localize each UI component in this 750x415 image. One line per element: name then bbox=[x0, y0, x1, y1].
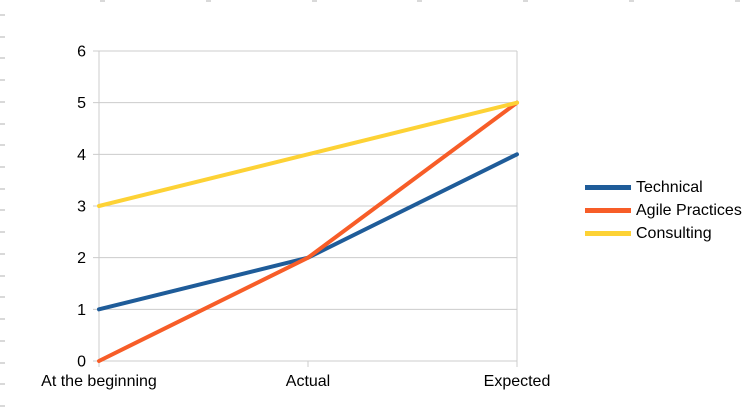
sheet-row-tick bbox=[0, 318, 5, 320]
sheet-row-tick bbox=[0, 36, 5, 38]
x-axis-label: Expected bbox=[484, 373, 551, 390]
sheet-column-tick bbox=[100, 0, 105, 2]
sheet-row-tick bbox=[0, 275, 5, 277]
sheet-row-tick bbox=[0, 188, 5, 190]
sheet-row-tick bbox=[0, 383, 5, 385]
y-axis-label: 3 bbox=[77, 199, 86, 216]
legend-item-agile-practices: Agile Practices bbox=[585, 199, 742, 222]
sheet-column-tick bbox=[735, 0, 740, 2]
legend-label: Technical bbox=[636, 179, 703, 196]
y-axis-label: 4 bbox=[77, 147, 86, 164]
sheet-row-tick bbox=[0, 231, 5, 233]
sheet-column-tick bbox=[206, 0, 211, 2]
y-axis-label: 2 bbox=[77, 250, 86, 267]
y-axis-label: 5 bbox=[77, 95, 86, 112]
sheet-row-tick bbox=[0, 14, 5, 16]
y-axis-label: 0 bbox=[77, 354, 86, 371]
legend-swatch bbox=[585, 185, 631, 190]
sheet-row-tick bbox=[0, 166, 5, 168]
series-line-consulting bbox=[97, 100, 519, 208]
sheet-row-tick bbox=[0, 362, 5, 364]
legend-swatch bbox=[585, 208, 631, 213]
sheet-column-tick bbox=[417, 0, 422, 2]
sheet-row-tick bbox=[0, 123, 5, 125]
sheet-row-tick bbox=[0, 296, 5, 298]
y-axis-label: 1 bbox=[77, 302, 86, 319]
legend-item-technical: Technical bbox=[585, 176, 742, 199]
sheet-column-tick bbox=[312, 0, 317, 2]
x-axis-label: At the beginning bbox=[41, 373, 157, 390]
sheet-column-tick bbox=[629, 0, 634, 2]
sheet-row-tick bbox=[0, 144, 5, 146]
sheet-row-tick bbox=[0, 253, 5, 255]
legend-item-consulting: Consulting bbox=[585, 222, 742, 245]
sheet-row-tick bbox=[0, 340, 5, 342]
chart-legend: Technical Agile Practices Consulting bbox=[585, 176, 742, 245]
sheet-row-tick bbox=[0, 79, 5, 81]
legend-swatch bbox=[585, 231, 631, 236]
sheet-row-tick bbox=[0, 405, 5, 407]
y-axis-label: 6 bbox=[77, 44, 86, 61]
x-axis-label: Actual bbox=[286, 373, 330, 390]
series-line-technical bbox=[97, 152, 519, 312]
sheet-row-tick bbox=[0, 101, 5, 103]
sheet-column-tick bbox=[523, 0, 528, 2]
sheet-row-tick bbox=[0, 57, 5, 59]
sheet-row-tick bbox=[0, 209, 5, 211]
legend-label: Consulting bbox=[636, 225, 712, 242]
series-line-agile-practices bbox=[97, 100, 519, 363]
legend-label: Agile Practices bbox=[636, 202, 742, 219]
